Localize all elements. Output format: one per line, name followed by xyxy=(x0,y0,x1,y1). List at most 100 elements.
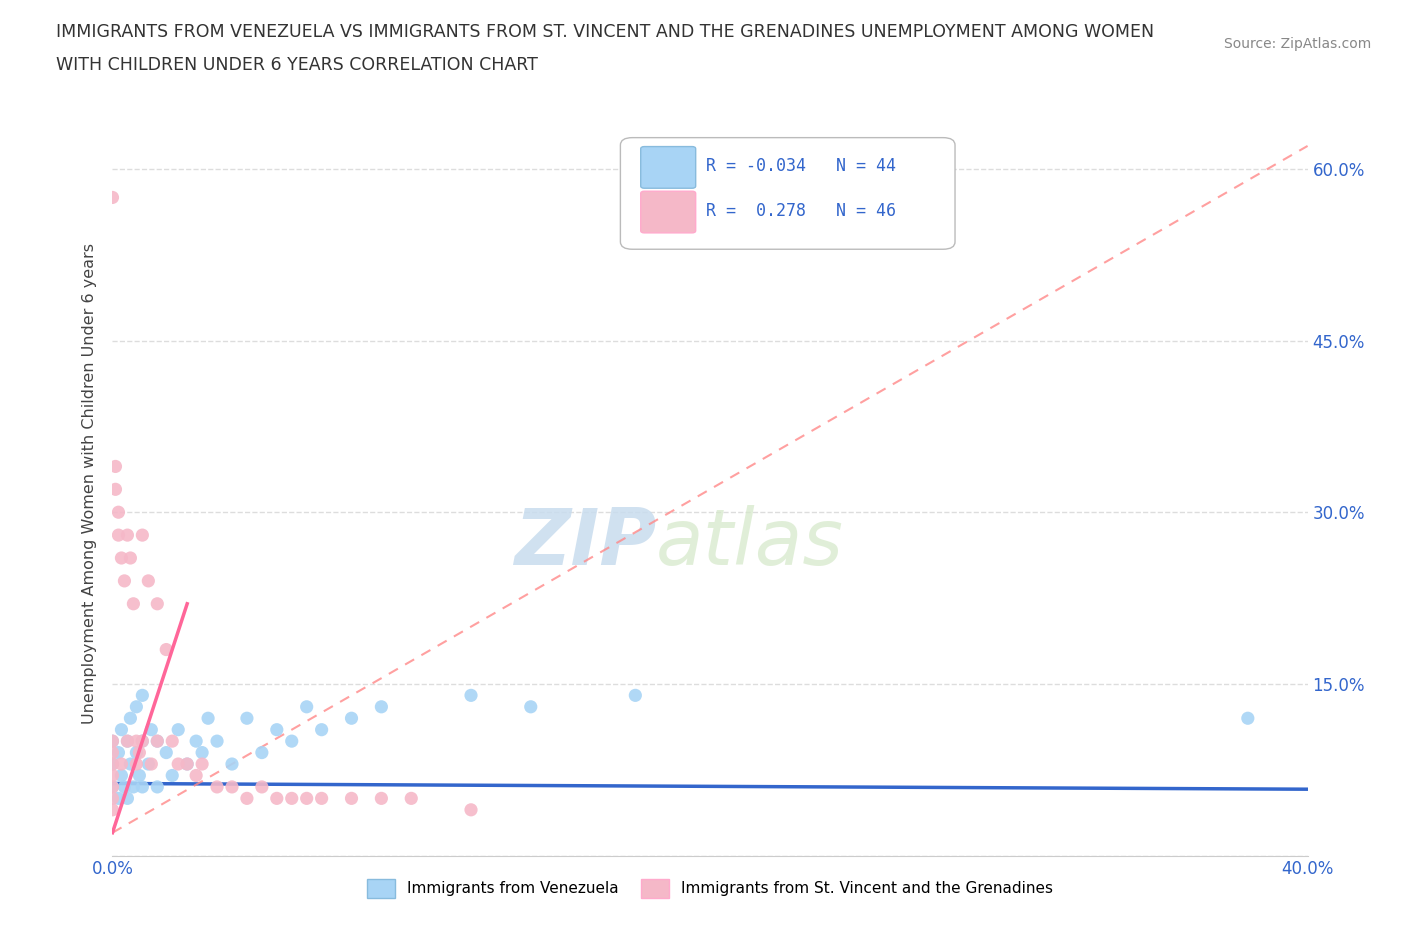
Point xyxy=(107,527,129,542)
Point xyxy=(110,757,132,772)
Point xyxy=(186,768,208,783)
Point xyxy=(101,790,124,805)
Point xyxy=(125,699,148,714)
Point xyxy=(101,190,124,205)
Point xyxy=(117,790,139,805)
Point xyxy=(205,779,228,794)
Point xyxy=(101,745,124,760)
Point xyxy=(101,803,124,817)
Point xyxy=(107,505,129,520)
Point xyxy=(107,790,129,805)
FancyBboxPatch shape xyxy=(641,192,696,232)
Point xyxy=(1237,711,1260,725)
Point xyxy=(370,790,392,805)
Point xyxy=(311,790,333,805)
Point xyxy=(120,551,142,565)
Point xyxy=(266,723,288,737)
Point xyxy=(186,734,208,749)
Point xyxy=(460,688,482,703)
FancyBboxPatch shape xyxy=(620,138,955,249)
Point xyxy=(311,723,333,737)
Point xyxy=(110,768,132,783)
Point xyxy=(295,790,318,805)
Point xyxy=(281,734,304,749)
Point xyxy=(221,779,243,794)
Point xyxy=(128,745,150,760)
Point xyxy=(114,574,135,589)
Point xyxy=(146,596,169,611)
Point xyxy=(141,723,163,737)
Point xyxy=(114,779,135,794)
Point xyxy=(122,779,145,794)
Point xyxy=(104,459,127,474)
Point xyxy=(101,734,124,749)
Point xyxy=(141,757,163,772)
Point xyxy=(110,551,132,565)
Point xyxy=(167,757,190,772)
Point xyxy=(138,757,160,772)
Point xyxy=(624,688,647,703)
Point xyxy=(131,734,153,749)
Point xyxy=(120,711,142,725)
Point xyxy=(250,779,273,794)
Point xyxy=(162,768,183,783)
Point xyxy=(162,734,183,749)
Point xyxy=(117,734,139,749)
Text: atlas: atlas xyxy=(657,505,844,581)
Point xyxy=(236,711,259,725)
Text: WITH CHILDREN UNDER 6 YEARS CORRELATION CHART: WITH CHILDREN UNDER 6 YEARS CORRELATION … xyxy=(56,56,538,73)
Legend: Immigrants from Venezuela, Immigrants from St. Vincent and the Grenadines: Immigrants from Venezuela, Immigrants fr… xyxy=(361,873,1059,904)
Text: R =  0.278   N = 46: R = 0.278 N = 46 xyxy=(706,202,897,219)
Point xyxy=(101,779,124,794)
Point xyxy=(155,745,177,760)
Point xyxy=(205,734,228,749)
Point xyxy=(176,757,198,772)
Point xyxy=(155,642,177,657)
Point xyxy=(146,734,169,749)
Point xyxy=(370,699,392,714)
Y-axis label: Unemployment Among Women with Children Under 6 years: Unemployment Among Women with Children U… xyxy=(82,243,97,724)
Point xyxy=(176,757,198,772)
Point xyxy=(125,757,148,772)
Text: R = -0.034   N = 44: R = -0.034 N = 44 xyxy=(706,157,897,175)
Point xyxy=(167,723,190,737)
Point xyxy=(131,527,153,542)
Point xyxy=(520,699,543,714)
Point xyxy=(197,711,219,725)
Point xyxy=(101,757,124,772)
Text: ZIP: ZIP xyxy=(515,505,657,581)
Point xyxy=(460,803,482,817)
Point xyxy=(101,768,124,783)
Point xyxy=(131,734,153,749)
Point xyxy=(101,734,124,749)
Point xyxy=(266,790,288,805)
Point xyxy=(221,757,243,772)
Point xyxy=(401,790,423,805)
Point xyxy=(250,745,273,760)
Point xyxy=(122,596,145,611)
Point xyxy=(138,574,160,589)
Point xyxy=(125,745,148,760)
Point xyxy=(146,779,169,794)
Point xyxy=(104,482,127,497)
FancyBboxPatch shape xyxy=(641,147,696,188)
Point xyxy=(340,711,363,725)
Point xyxy=(191,745,214,760)
Point xyxy=(101,757,124,772)
Point xyxy=(117,527,139,542)
Text: IMMIGRANTS FROM VENEZUELA VS IMMIGRANTS FROM ST. VINCENT AND THE GRENADINES UNEM: IMMIGRANTS FROM VENEZUELA VS IMMIGRANTS … xyxy=(56,23,1154,41)
Point xyxy=(131,779,153,794)
Point xyxy=(125,734,148,749)
Point xyxy=(295,699,318,714)
Text: Source: ZipAtlas.com: Source: ZipAtlas.com xyxy=(1223,37,1371,51)
Point xyxy=(107,745,129,760)
Point xyxy=(281,790,304,805)
Point xyxy=(146,734,169,749)
Point xyxy=(340,790,363,805)
Point xyxy=(131,688,153,703)
Point xyxy=(101,779,124,794)
Point xyxy=(236,790,259,805)
Point xyxy=(191,757,214,772)
Point xyxy=(117,734,139,749)
Point xyxy=(128,768,150,783)
